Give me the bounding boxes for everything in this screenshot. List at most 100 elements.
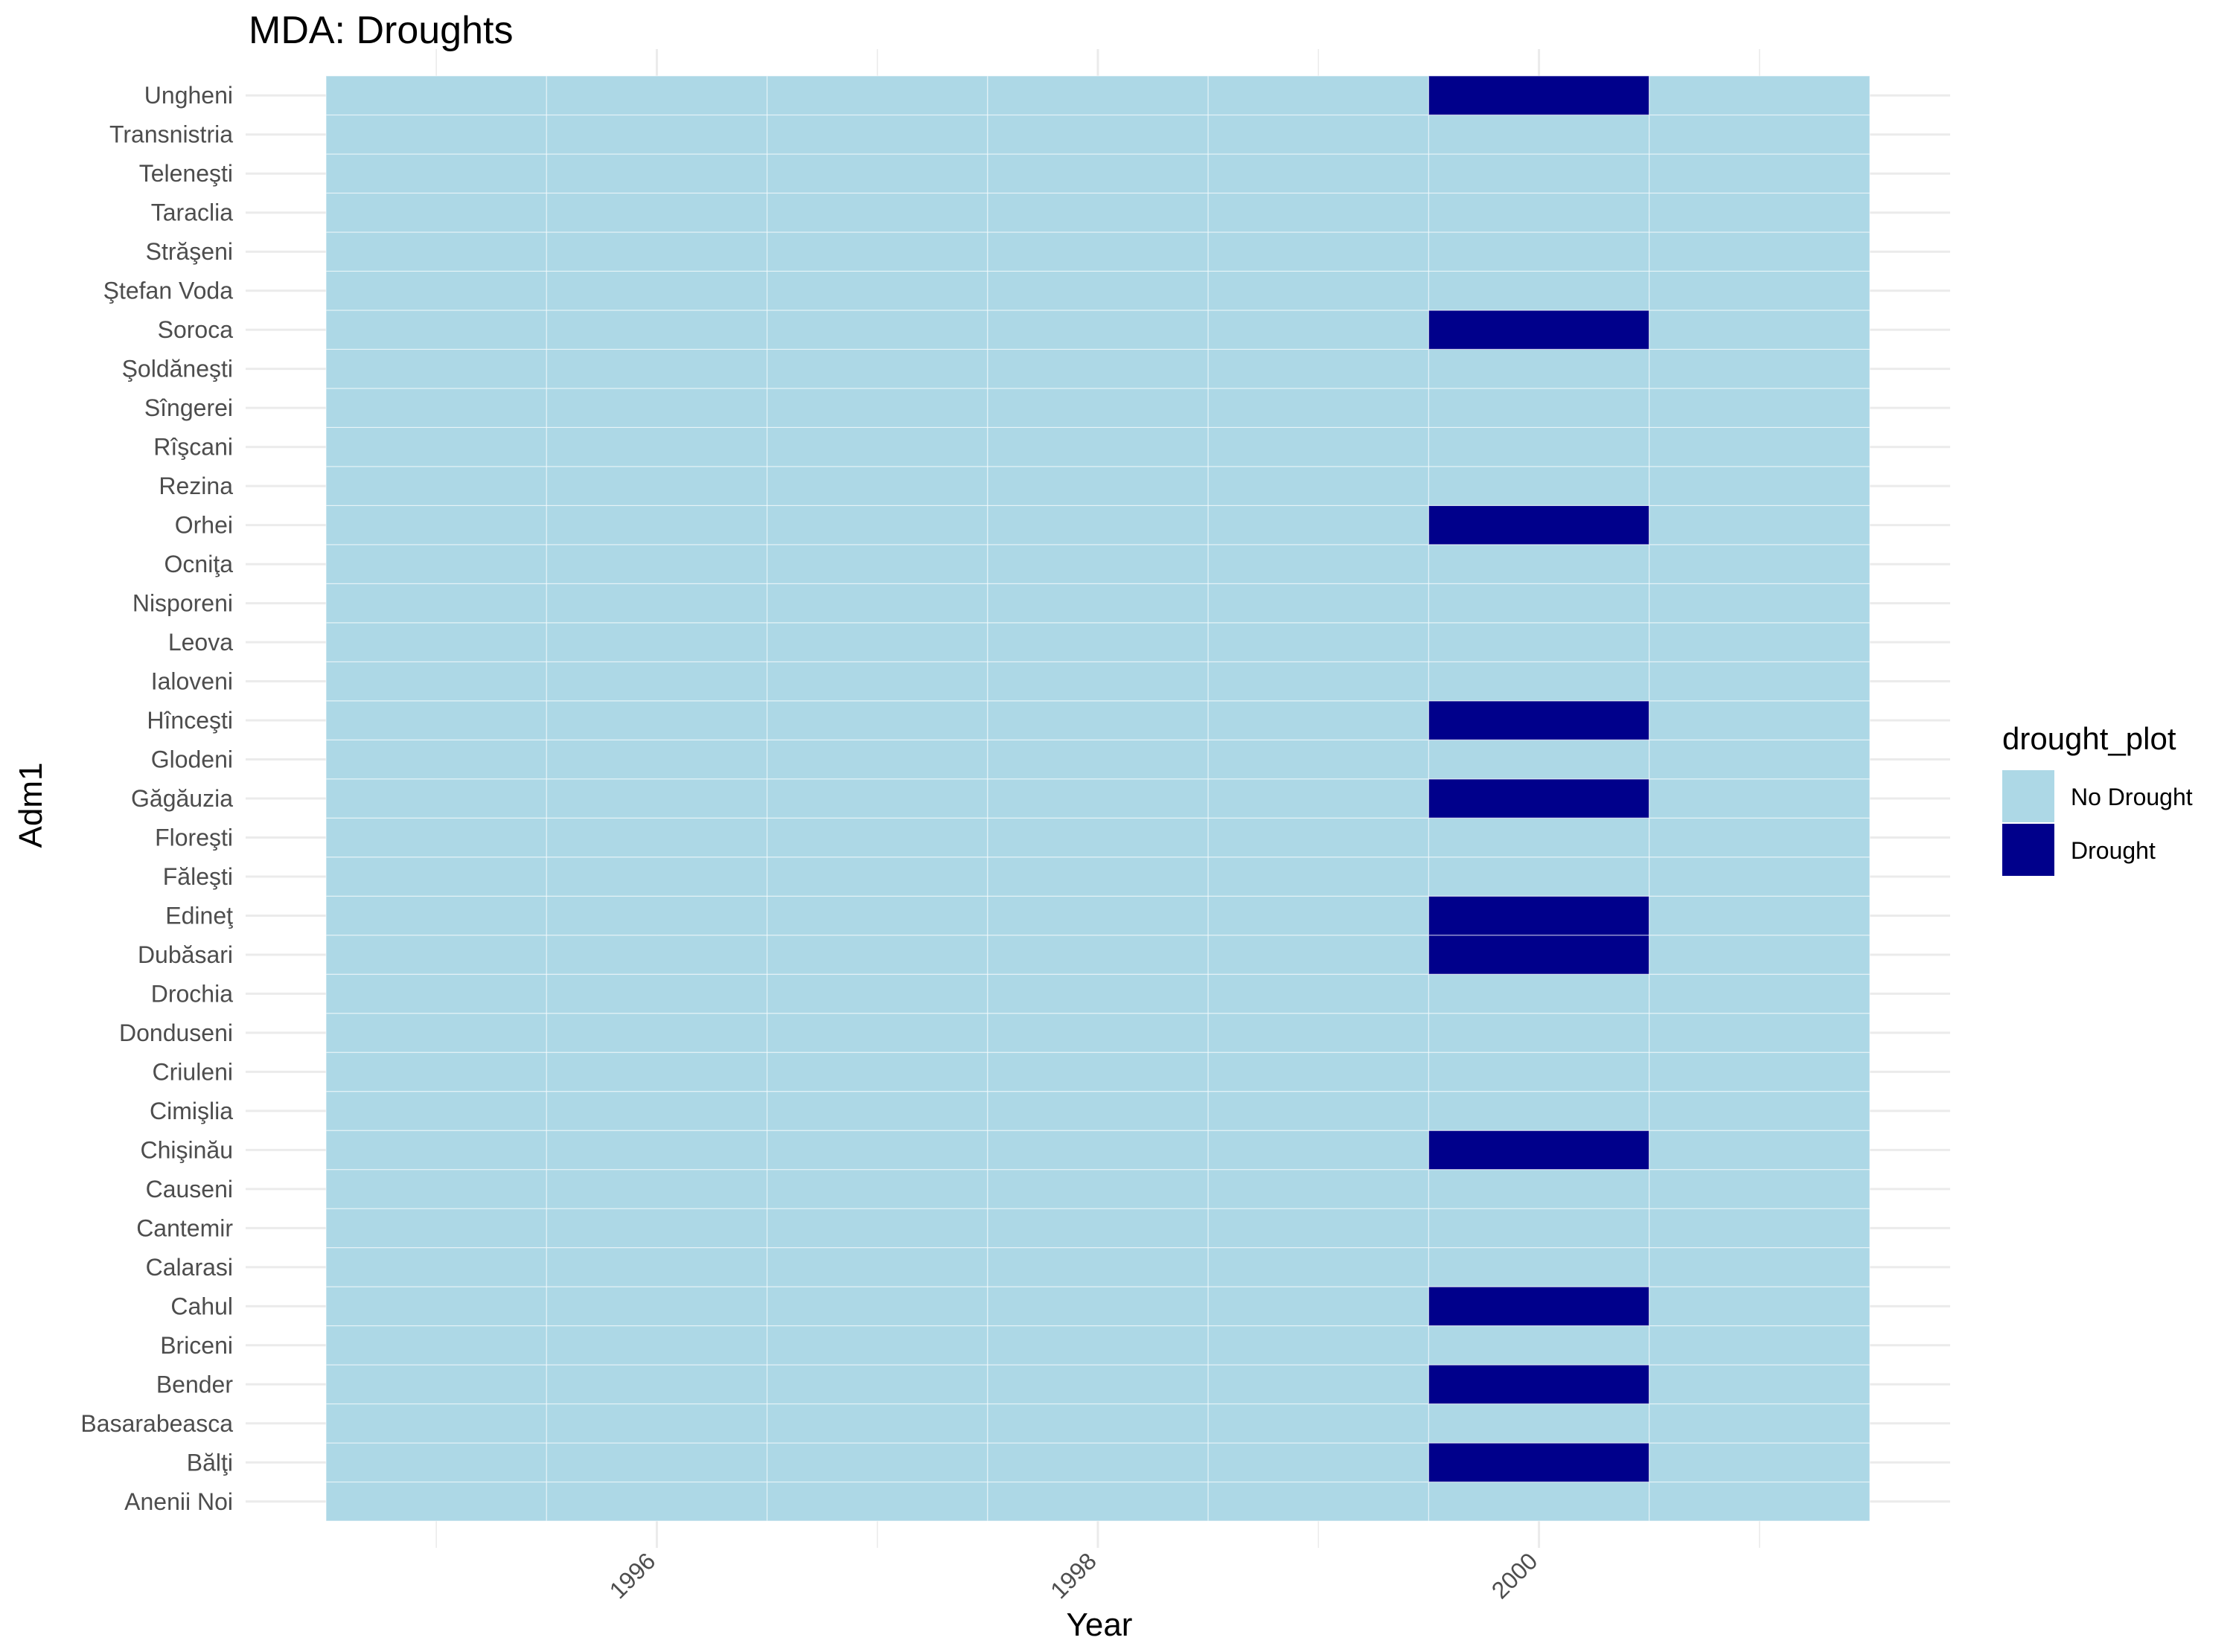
tile-stefan-voda-1999-no-drought xyxy=(1207,270,1430,311)
tile-ungheni-2001-no-drought xyxy=(1649,75,1871,116)
tile-criuleni-1999-no-drought xyxy=(1207,1051,1430,1092)
x-tick-label-1998: 1998 xyxy=(1045,1547,1102,1604)
tile-basarabeasca-2000-no-drought xyxy=(1428,1403,1650,1444)
tile-cantemir-2000-no-drought xyxy=(1428,1208,1650,1249)
tile-floresti-1996-no-drought xyxy=(546,817,768,858)
tile-ocnita-1996-no-drought xyxy=(546,544,768,584)
tile-rezina-1997-no-drought xyxy=(766,466,988,506)
tile-rezina-2000-no-drought xyxy=(1428,466,1650,506)
tile-causeni-2001-no-drought xyxy=(1649,1169,1871,1209)
tile-transnistria-1997-no-drought xyxy=(766,114,988,155)
y-axis-title: Adm1 xyxy=(13,763,49,848)
tile-cimislia-1998-no-drought xyxy=(987,1091,1209,1131)
y-tick-label-briceni: Briceni xyxy=(160,1332,233,1359)
x-tick-label-1996: 1996 xyxy=(604,1547,661,1604)
y-tick-label-falesti: Făleşti xyxy=(163,863,233,890)
y-tick-label-orhei: Orhei xyxy=(175,512,233,539)
tile-donduseni-1998-no-drought xyxy=(987,1013,1209,1053)
tile-bender-2000-drought xyxy=(1428,1364,1650,1405)
tile-orhei-1998-no-drought xyxy=(987,505,1209,545)
x-axis-title: Year xyxy=(1067,1607,1133,1643)
tile-anenii-noi-1995-no-drought xyxy=(325,1481,547,1522)
tile-bender-1995-no-drought xyxy=(325,1364,547,1405)
tile-causeni-1999-no-drought xyxy=(1207,1169,1430,1209)
tile-dubasari-2000-drought xyxy=(1428,935,1650,975)
tile-transnistria-2001-no-drought xyxy=(1649,114,1871,155)
tile-briceni-2001-no-drought xyxy=(1649,1325,1871,1366)
tile-soroca-2001-no-drought xyxy=(1649,310,1871,350)
tile-dubasari-1995-no-drought xyxy=(325,935,547,975)
tile-taraclia-1999-no-drought xyxy=(1207,192,1430,233)
tile-soldanesti-2001-no-drought xyxy=(1649,348,1871,389)
y-tick-label-straseni: Străşeni xyxy=(146,238,233,265)
tile-soroca-1998-no-drought xyxy=(987,310,1209,350)
tile-anenii-noi-1999-no-drought xyxy=(1207,1481,1430,1522)
tile-telenesti-1996-no-drought xyxy=(546,153,768,194)
tile-hincesti-1997-no-drought xyxy=(766,700,988,740)
tile-chisinau-1995-no-drought xyxy=(325,1130,547,1171)
tile-calarasi-1995-no-drought xyxy=(325,1246,547,1287)
tile-telenesti-1998-no-drought xyxy=(987,153,1209,194)
tile-drochia-2001-no-drought xyxy=(1649,973,1871,1014)
y-tick-label-riscani: Rîşcani xyxy=(153,434,233,461)
tile-cahul-1995-no-drought xyxy=(325,1286,547,1327)
tile-taraclia-1996-no-drought xyxy=(546,192,768,233)
tile-riscani-1997-no-drought xyxy=(766,426,988,467)
tile-bender-1999-no-drought xyxy=(1207,1364,1430,1405)
tile-ocnita-2001-no-drought xyxy=(1649,544,1871,584)
y-tick-label-ungheni: Ungheni xyxy=(144,82,233,109)
tile-transnistria-1998-no-drought xyxy=(987,114,1209,155)
tile-leova-1998-no-drought xyxy=(987,622,1209,662)
tile-stefan-voda-1995-no-drought xyxy=(325,270,547,311)
tile-drochia-1997-no-drought xyxy=(766,973,988,1014)
tile-dubasari-1999-no-drought xyxy=(1207,935,1430,975)
tile-criuleni-2001-no-drought xyxy=(1649,1051,1871,1092)
y-tick-label-glodeni: Glodeni xyxy=(151,746,233,773)
tile-hincesti-2000-drought xyxy=(1428,700,1650,740)
tile-telenesti-2001-no-drought xyxy=(1649,153,1871,194)
tile-falesti-1996-no-drought xyxy=(546,857,768,897)
tile-criuleni-1995-no-drought xyxy=(325,1051,547,1092)
y-tick-label-chisinau: Chişinău xyxy=(140,1136,233,1163)
tile-floresti-1995-no-drought xyxy=(325,817,547,858)
tile-singerei-1995-no-drought xyxy=(325,388,547,428)
tile-stefan-voda-2001-no-drought xyxy=(1649,270,1871,311)
tile-taraclia-2001-no-drought xyxy=(1649,192,1871,233)
tile-leova-2001-no-drought xyxy=(1649,622,1871,662)
y-tick-labels: Anenii Noi Bălţi Basarabeasca Bender Briceni… xyxy=(80,82,233,1515)
tile-bender-1997-no-drought xyxy=(766,1364,988,1405)
y-tick-label-anenii-noi: Anenii Noi xyxy=(124,1488,233,1515)
tile-cantemir-1997-no-drought xyxy=(766,1208,988,1249)
tile-ungheni-1999-no-drought xyxy=(1207,75,1430,116)
tile-floresti-2001-no-drought xyxy=(1649,817,1871,858)
tile-ocnita-1998-no-drought xyxy=(987,544,1209,584)
tile-orhei-2001-no-drought xyxy=(1649,505,1871,545)
tile-cahul-2001-no-drought xyxy=(1649,1286,1871,1327)
y-tick-label-floresti: Floreşti xyxy=(155,824,233,851)
tile-leova-1997-no-drought xyxy=(766,622,988,662)
tile-hincesti-1995-no-drought xyxy=(325,700,547,740)
tile-cahul-1999-no-drought xyxy=(1207,1286,1430,1327)
tile-orhei-2000-drought xyxy=(1428,505,1650,545)
tile-singerei-1997-no-drought xyxy=(766,388,988,428)
tile-transnistria-1999-no-drought xyxy=(1207,114,1430,155)
tile-briceni-1998-no-drought xyxy=(987,1325,1209,1366)
tile-cimislia-1996-no-drought xyxy=(546,1091,768,1131)
y-tick-label-rezina: Rezina xyxy=(159,473,233,499)
tile-gagauzia-1995-no-drought xyxy=(325,778,547,819)
tile-donduseni-1996-no-drought xyxy=(546,1013,768,1053)
y-tick-label-calarasi: Calarasi xyxy=(146,1254,233,1281)
tile-singerei-1999-no-drought xyxy=(1207,388,1430,428)
tile-soldanesti-1997-no-drought xyxy=(766,348,988,389)
tile-rezina-1998-no-drought xyxy=(987,466,1209,506)
y-tick-label-stefan-voda: Ştefan Voda xyxy=(103,278,234,304)
tile-soroca-1996-no-drought xyxy=(546,310,768,350)
y-tick-label-hincesti: Hînceşti xyxy=(147,707,233,734)
y-tick-label-leova: Leova xyxy=(168,629,233,656)
tile-riscani-2000-no-drought xyxy=(1428,426,1650,467)
tile-soroca-1999-no-drought xyxy=(1207,310,1430,350)
tile-straseni-1997-no-drought xyxy=(766,231,988,272)
tile-cimislia-1997-no-drought xyxy=(766,1091,988,1131)
x-tick-label-2000: 2000 xyxy=(1486,1547,1543,1604)
